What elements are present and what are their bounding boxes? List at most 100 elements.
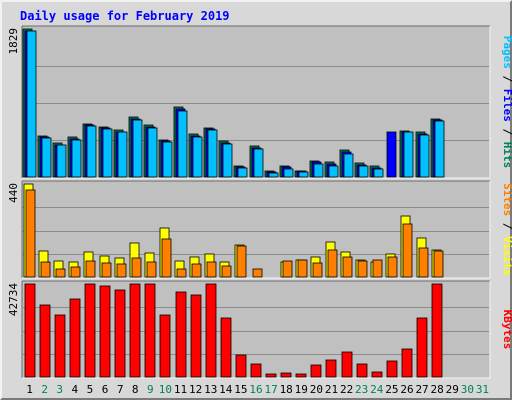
bar-pages-day-19 xyxy=(298,171,309,178)
bar-pages-day-20 xyxy=(313,163,324,178)
x-tick-label-4: 4 xyxy=(72,383,79,396)
y-max-label-top: 1829 xyxy=(7,28,20,55)
x-tick-label-28: 28 xyxy=(431,383,444,396)
bar-kbytes-day-13 xyxy=(205,283,217,378)
bar-kbytes-day-22 xyxy=(341,351,353,378)
x-tick-label-8: 8 xyxy=(132,383,139,396)
side-legend-part: Hits xyxy=(501,142,512,169)
side-legend-middle: Sites / Visits xyxy=(501,183,512,276)
bar-kbytes-day-1 xyxy=(24,283,36,378)
chart-title: Daily usage for February 2019 xyxy=(20,9,230,23)
x-tick-label-13: 13 xyxy=(204,383,217,396)
bar-sites-day-26 xyxy=(402,223,413,278)
bar-pages-day-24 xyxy=(373,168,384,178)
x-tick-label-29: 29 xyxy=(446,383,459,396)
side-legend-part: Files xyxy=(501,89,512,122)
bar-pages-day-14 xyxy=(222,143,233,178)
bar-kbytes-day-8 xyxy=(129,283,141,378)
bar-sites-day-12 xyxy=(191,263,202,278)
bar-pages-day-2 xyxy=(41,137,52,178)
bar-sites-day-15 xyxy=(236,245,247,278)
bar-pages-day-28 xyxy=(434,120,445,178)
x-tick-label-18: 18 xyxy=(280,383,293,396)
y-max-label-middle: 440 xyxy=(7,183,20,203)
bar-kbytes-day-18 xyxy=(280,372,292,378)
bar-pages-day-16 xyxy=(253,148,264,178)
bar-sites-day-22 xyxy=(342,256,353,278)
side-legend-part: KBytes xyxy=(501,310,512,350)
x-tick-label-5: 5 xyxy=(87,383,94,396)
bar-pages-day-26 xyxy=(403,131,414,178)
bar-files-day-25 xyxy=(386,131,397,178)
bar-sites-day-10 xyxy=(161,238,172,278)
x-tick-label-30: 30 xyxy=(461,383,474,396)
bar-pages-day-13 xyxy=(207,129,218,178)
bar-kbytes-day-19 xyxy=(295,373,307,378)
bar-kbytes-day-14 xyxy=(220,317,232,378)
bar-pages-day-22 xyxy=(343,153,354,178)
x-tick-label-21: 21 xyxy=(325,383,338,396)
bar-pages-day-23 xyxy=(358,165,369,178)
bar-sites-day-3 xyxy=(55,268,66,278)
bar-kbytes-day-16 xyxy=(250,363,262,378)
bar-sites-day-24 xyxy=(372,259,383,278)
bar-sites-day-19 xyxy=(297,259,308,278)
bar-pages-day-3 xyxy=(56,144,67,178)
bar-sites-day-9 xyxy=(146,261,157,278)
x-tick-label-7: 7 xyxy=(117,383,124,396)
bar-pages-day-7 xyxy=(117,131,128,178)
bar-pages-day-1 xyxy=(26,30,37,178)
bar-kbytes-day-28 xyxy=(431,283,443,378)
x-tick-label-1: 1 xyxy=(26,383,33,396)
bar-pages-day-27 xyxy=(419,134,430,178)
side-legend-part: Visits xyxy=(501,236,512,276)
x-tick-label-15: 15 xyxy=(234,383,247,396)
bar-kbytes-day-25 xyxy=(386,360,398,378)
x-tick-label-2: 2 xyxy=(41,383,48,396)
bar-sites-day-16 xyxy=(252,268,263,278)
bar-sites-day-23 xyxy=(357,260,368,278)
x-tick-label-17: 17 xyxy=(264,383,277,396)
bar-kbytes-day-3 xyxy=(54,314,66,378)
side-legend-part: / xyxy=(501,122,512,142)
x-tick-label-6: 6 xyxy=(102,383,109,396)
x-tick-label-27: 27 xyxy=(415,383,428,396)
x-tick-label-3: 3 xyxy=(56,383,63,396)
bar-pages-day-15 xyxy=(237,167,248,178)
bar-sites-day-18 xyxy=(282,260,293,278)
bar-pages-day-10 xyxy=(162,141,173,178)
bar-kbytes-day-12 xyxy=(190,294,202,378)
x-tick-label-20: 20 xyxy=(310,383,323,396)
bar-kbytes-day-15 xyxy=(235,354,247,378)
bar-sites-day-20 xyxy=(312,262,323,278)
x-tick-label-23: 23 xyxy=(355,383,368,396)
bar-sites-day-2 xyxy=(40,261,51,278)
bar-sites-day-6 xyxy=(101,262,112,278)
x-tick-label-9: 9 xyxy=(147,383,154,396)
bar-kbytes-day-21 xyxy=(325,359,337,378)
bar-kbytes-day-5 xyxy=(84,283,96,378)
bar-kbytes-day-11 xyxy=(175,291,187,378)
side-legend-part: Sites xyxy=(501,183,512,216)
bar-kbytes-day-4 xyxy=(69,298,81,378)
bar-kbytes-day-17 xyxy=(265,373,277,378)
x-tick-label-14: 14 xyxy=(219,383,233,396)
bar-kbytes-day-27 xyxy=(416,317,428,378)
x-tick-label-16: 16 xyxy=(249,383,262,396)
side-legend-part: Pages xyxy=(501,36,512,69)
y-max-label-bottom: 42734 xyxy=(7,283,20,316)
bar-kbytes-day-2 xyxy=(39,304,51,378)
bar-sites-day-8 xyxy=(131,257,142,278)
side-legend-part: / xyxy=(501,69,512,89)
bar-sites-day-4 xyxy=(70,266,81,278)
bar-kbytes-day-20 xyxy=(310,364,322,378)
bar-sites-day-28 xyxy=(433,250,444,278)
x-tick-label-31: 31 xyxy=(476,383,489,396)
bar-sites-day-1 xyxy=(25,189,36,278)
bar-sites-day-7 xyxy=(116,263,127,278)
bar-kbytes-day-23 xyxy=(356,363,368,378)
bar-kbytes-day-26 xyxy=(401,348,413,378)
bar-sites-day-5 xyxy=(85,260,96,278)
bar-pages-day-12 xyxy=(192,136,203,178)
